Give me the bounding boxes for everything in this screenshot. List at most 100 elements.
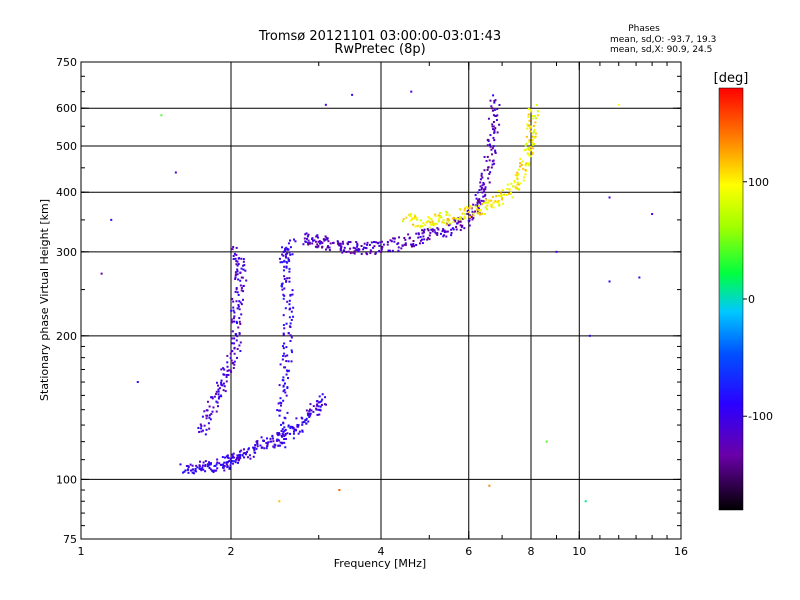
trace-point bbox=[489, 171, 492, 174]
trace-point bbox=[491, 123, 494, 126]
scatter-point bbox=[100, 272, 103, 275]
trace-point bbox=[239, 271, 242, 274]
trace-point bbox=[490, 105, 493, 108]
trace-point bbox=[432, 224, 435, 227]
trace-point bbox=[281, 441, 284, 444]
trace-point bbox=[208, 414, 211, 417]
trace-point bbox=[414, 225, 417, 228]
trace-point bbox=[216, 461, 219, 464]
trace-point bbox=[283, 250, 286, 253]
trace-point bbox=[230, 370, 233, 373]
trace-point bbox=[463, 215, 466, 218]
scatter-point bbox=[651, 213, 654, 216]
trace-point bbox=[279, 397, 282, 400]
y-tick-label: 300 bbox=[56, 246, 77, 259]
trace-point bbox=[309, 412, 312, 415]
trace-point bbox=[531, 152, 534, 155]
trace-point bbox=[283, 327, 286, 330]
trace-point bbox=[276, 438, 279, 441]
trace-point bbox=[492, 159, 495, 162]
trace-point bbox=[369, 252, 372, 255]
trace-point bbox=[281, 282, 284, 285]
trace-point bbox=[201, 466, 204, 469]
trace-point bbox=[232, 300, 235, 303]
trace-point bbox=[481, 176, 484, 179]
trace-point bbox=[281, 246, 284, 249]
trace-point bbox=[242, 285, 245, 288]
trace-point bbox=[232, 258, 235, 261]
trace-point bbox=[278, 444, 281, 447]
trace-point bbox=[459, 229, 462, 232]
trace-point bbox=[212, 471, 215, 474]
trace-point bbox=[479, 213, 482, 216]
trace-point bbox=[360, 252, 363, 255]
trace-point bbox=[200, 424, 203, 427]
trace-point bbox=[534, 115, 537, 118]
trace-point bbox=[232, 452, 235, 455]
x-tick-label: 4 bbox=[378, 545, 385, 558]
trace-point bbox=[459, 208, 462, 211]
trace-point bbox=[215, 410, 218, 413]
trace-point bbox=[185, 464, 188, 467]
trace-point bbox=[217, 393, 220, 396]
trace-point bbox=[443, 231, 446, 234]
trace-point bbox=[404, 244, 407, 247]
trace-point bbox=[235, 287, 238, 290]
trace-point bbox=[240, 289, 243, 292]
trace-point bbox=[314, 245, 317, 248]
trace-point bbox=[370, 241, 373, 244]
trace-point bbox=[280, 402, 283, 405]
trace-point bbox=[243, 448, 246, 451]
trace-point bbox=[306, 412, 309, 415]
trace-point bbox=[439, 232, 442, 235]
trace-point bbox=[460, 226, 463, 229]
trace-point bbox=[528, 148, 531, 151]
trace-point bbox=[204, 465, 207, 468]
trace-point bbox=[502, 202, 505, 205]
trace-point bbox=[478, 200, 481, 203]
trace-point bbox=[492, 206, 495, 209]
trace-point bbox=[282, 297, 285, 300]
trace-point bbox=[517, 173, 520, 176]
trace-point bbox=[525, 148, 528, 151]
trace-point bbox=[218, 395, 221, 398]
trace-point bbox=[534, 121, 537, 124]
trace-point bbox=[321, 242, 324, 245]
trace-point bbox=[221, 456, 224, 459]
trace-point bbox=[533, 130, 536, 133]
trace-point bbox=[232, 367, 235, 370]
trace-point bbox=[292, 427, 295, 430]
trace-point bbox=[428, 238, 431, 241]
trace-point bbox=[407, 233, 410, 236]
trace-point bbox=[316, 243, 319, 246]
trace-point bbox=[486, 204, 489, 207]
trace-point bbox=[519, 162, 522, 165]
trace-point bbox=[477, 205, 480, 208]
trace-point bbox=[431, 220, 434, 223]
trace-point bbox=[501, 197, 504, 200]
trace-point bbox=[435, 232, 438, 235]
trace-point bbox=[224, 390, 227, 393]
trace-point bbox=[369, 249, 372, 252]
trace-point bbox=[232, 254, 235, 257]
trace-point bbox=[428, 226, 431, 229]
trace-point bbox=[365, 247, 368, 250]
trace-point bbox=[468, 219, 471, 222]
trace-point bbox=[477, 206, 480, 209]
trace-point bbox=[220, 368, 223, 371]
y-axis-label: Stationary phase Virtual Height [km] bbox=[38, 199, 51, 401]
trace-point bbox=[392, 237, 395, 240]
trace-point bbox=[279, 363, 282, 366]
x-tick-label: 8 bbox=[528, 545, 535, 558]
trace-point bbox=[413, 215, 416, 218]
trace-point bbox=[312, 410, 315, 413]
trace-point bbox=[321, 246, 324, 249]
trace-point bbox=[496, 114, 499, 117]
trace-point bbox=[235, 300, 238, 303]
trace-point bbox=[189, 463, 192, 466]
trace-point bbox=[372, 246, 375, 249]
trace-point bbox=[198, 460, 201, 463]
trace-point bbox=[234, 461, 237, 464]
trace-point bbox=[441, 221, 444, 224]
trace-point bbox=[326, 238, 329, 241]
